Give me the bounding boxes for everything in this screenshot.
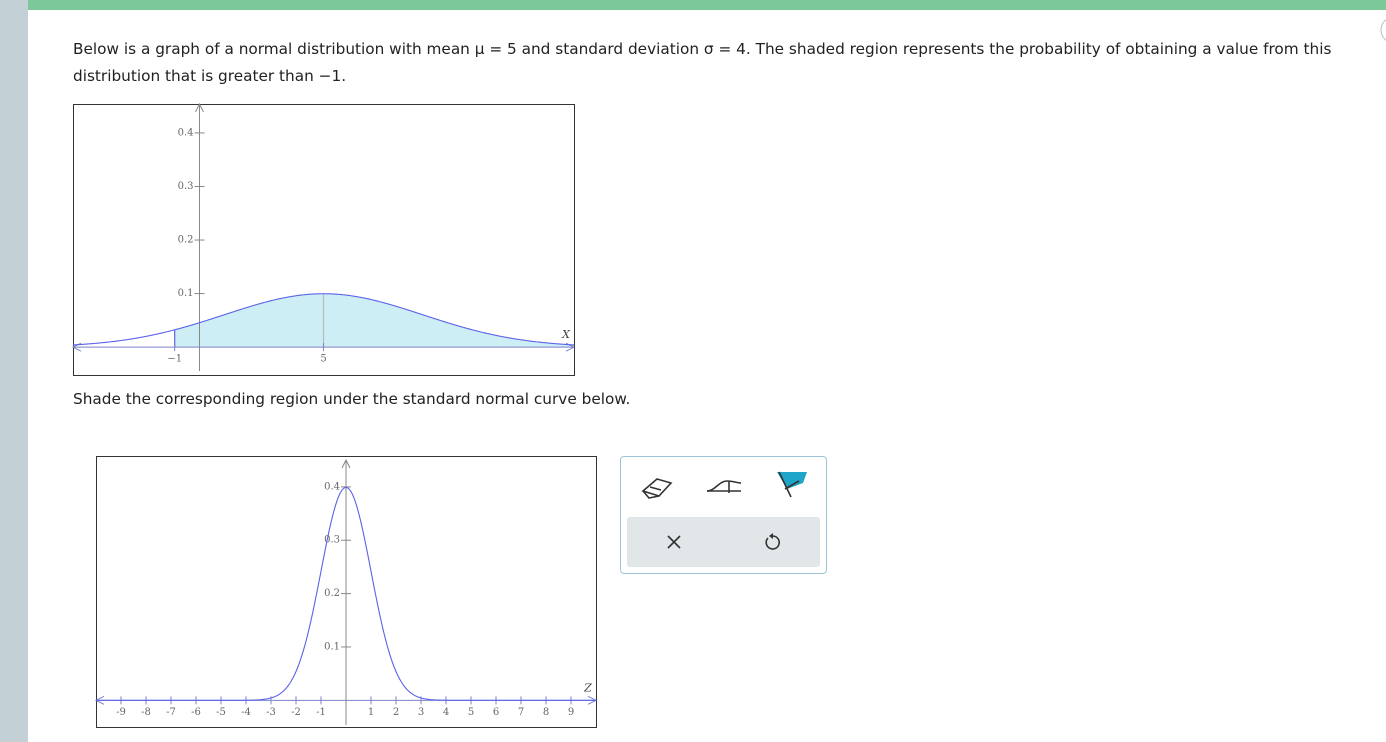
y-axis-arrow bbox=[195, 102, 204, 113]
x-axis-label: X bbox=[561, 328, 571, 341]
x-tick-label: -4 bbox=[241, 707, 251, 718]
x-tick-label: -8 bbox=[141, 707, 151, 718]
action-bar bbox=[627, 517, 820, 567]
x-tick-label: 5 bbox=[320, 354, 326, 365]
x-tick-label: -9 bbox=[116, 707, 126, 718]
graph2-frame bbox=[96, 456, 597, 728]
y-tick-label: 0.3 bbox=[178, 181, 194, 192]
x-axis-label: Z bbox=[583, 681, 592, 694]
x-tick-label: 9 bbox=[568, 707, 574, 718]
x-tick-label: -7 bbox=[166, 707, 176, 718]
x-tick-label: 4 bbox=[443, 707, 449, 718]
undo-button[interactable] bbox=[763, 532, 783, 552]
question-text: Below is a graph of a normal distributio… bbox=[73, 40, 1332, 85]
y-axis-arrow bbox=[341, 458, 351, 469]
y-tick-label: 0.1 bbox=[178, 288, 194, 299]
x-tick-label: -2 bbox=[291, 707, 301, 718]
x-tick-label: 5 bbox=[468, 707, 474, 718]
y-tick-label: 0.4 bbox=[178, 127, 194, 138]
y-tick-label: 0.2 bbox=[324, 588, 340, 599]
instruction-text: Shade the corresponding region under the… bbox=[73, 390, 631, 408]
x-tick-label: 8 bbox=[543, 707, 549, 718]
y-tick-label: 0.1 bbox=[324, 641, 340, 652]
density-curve bbox=[72, 293, 575, 346]
shaded-region bbox=[174, 293, 575, 348]
x-tick-label: −1 bbox=[167, 354, 182, 365]
progress-bar bbox=[28, 0, 1386, 10]
curve-tool[interactable] bbox=[705, 471, 745, 501]
x-tick-label: -3 bbox=[266, 707, 276, 718]
eraser-tool[interactable] bbox=[639, 471, 677, 501]
x-tick-label: 3 bbox=[418, 707, 424, 718]
x-tick-label: 7 bbox=[518, 707, 524, 718]
tool-panel bbox=[620, 456, 827, 574]
shade-tool[interactable] bbox=[773, 467, 813, 501]
x-tick-label: 2 bbox=[393, 707, 399, 718]
clear-button[interactable] bbox=[665, 533, 683, 551]
y-tick-label: 0.4 bbox=[324, 481, 340, 492]
density-curve bbox=[96, 486, 596, 701]
x-tick-label: 6 bbox=[493, 707, 499, 718]
x-tick-label: -1 bbox=[316, 707, 326, 718]
sidebar bbox=[0, 0, 28, 742]
x-tick-label: -5 bbox=[216, 707, 226, 718]
y-tick-label: 0.2 bbox=[178, 235, 194, 246]
y-tick-label: 0.3 bbox=[324, 535, 340, 546]
x-tick-label: 1 bbox=[368, 707, 374, 718]
x-tick-label: -6 bbox=[191, 707, 201, 718]
scroll-button[interactable] bbox=[1380, 17, 1386, 43]
graph1-frame bbox=[73, 104, 575, 376]
